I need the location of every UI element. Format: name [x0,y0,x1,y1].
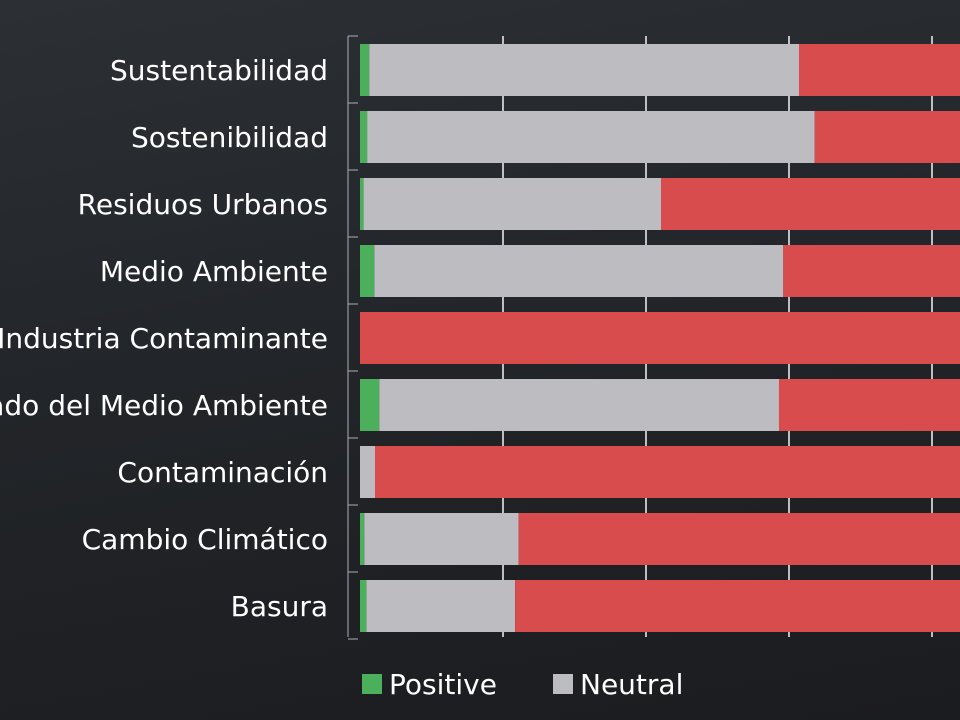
legend-swatch-positive [362,674,382,694]
category-label-basura: Basura [231,590,328,623]
category-label-cambio-climatico: Cambio Climático [82,523,328,556]
bar-sostenibilidad-positive [360,111,368,163]
bar-residuos-urbanos-neutral [363,178,662,230]
bar-cuidado-del-medio-ambiente-neutral [379,379,779,431]
bar-residuos-urbanos-positive [360,178,364,230]
bar-basura-positive [360,580,367,632]
legend-swatch-neutral [553,674,573,694]
y-axis [347,35,358,640]
category-label-residuos-urbanos: Residuos Urbanos [78,188,328,221]
bar-sustentabilidad-neutral [369,44,800,96]
legend-label-neutral: Neutral [580,668,683,701]
bar-cambio-climatico-positive [360,513,365,565]
category-label-industria-contaminante: Industria Contaminante [0,322,328,355]
legend-label-positive: Positive [389,668,497,701]
bar-residuos-urbanos-negative [661,178,960,230]
bar-basura-neutral [366,580,516,632]
bar-industria-contaminante-negative [360,312,960,364]
category-label-sostenibilidad: Sostenibilidad [131,121,328,154]
category-label-cuidado-del-medio-ambiente: Cuidado del Medio Ambiente [0,389,328,422]
legend: Positive Neutral [362,668,683,701]
bar-cuidado-del-medio-ambiente-negative [778,379,960,431]
bar-sustentabilidad-positive [360,44,370,96]
category-label-contaminacion: Contaminación [117,456,328,489]
bar-basura-negative [515,580,960,632]
bar-cambio-climatico-neutral [364,513,519,565]
category-label-medio-ambiente: Medio Ambiente [100,255,328,288]
bar-medio-ambiente-positive [360,245,375,297]
bar-contaminacion-negative [375,446,960,498]
bar-contaminacion-neutral [360,446,376,498]
bar-sustentabilidad-negative [799,44,960,96]
bars [360,44,960,632]
bar-sostenibilidad-neutral [367,111,815,163]
category-labels: Sustentabilidad Sostenibilidad Residuos Ur… [0,54,328,623]
bar-medio-ambiente-negative [783,245,960,297]
bar-sostenibilidad-negative [814,111,960,163]
category-label-sustentabilidad: Sustentabilidad [110,54,328,87]
bar-cuidado-del-medio-ambiente-positive [360,379,380,431]
bar-cambio-climatico-negative [518,513,960,565]
bar-medio-ambiente-neutral [374,245,784,297]
